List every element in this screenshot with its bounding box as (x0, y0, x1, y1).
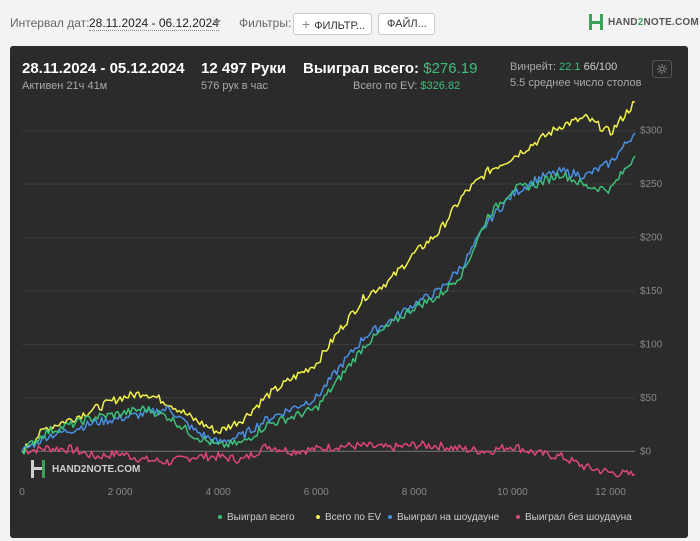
y-tick-label: $0 (640, 446, 652, 457)
hands-per-hour: 576 рук в час (201, 80, 269, 92)
file-button-label: ФАЙЛ... (387, 18, 427, 30)
x-axis: 0 2 000 4 000 6 000 8 000 10 000 12 000 (19, 487, 626, 498)
y-tick-label: $100 (640, 339, 663, 350)
hand2note-logo-icon (589, 14, 603, 30)
y-tick-label: $150 (640, 286, 663, 297)
x-tick-label: 8 000 (402, 487, 427, 498)
profit-chart: $0 $50 $100 $150 $200 $250 $300 0 2 000 4 000 6 0… (19, 100, 663, 523)
chart-watermark: HAND2NOTE.COM (31, 460, 140, 478)
legend-marker-ev (316, 515, 320, 519)
series-line-won (21, 155, 636, 455)
file-button[interactable]: ФАЙЛ... (378, 13, 435, 35)
watermark-icon-left (31, 460, 34, 478)
toolbar: Интервал дат: 28.11.2024 - 06.12.2024 Фи… (0, 0, 700, 46)
date-range-picker[interactable]: 28.11.2024 - 06.12.2024 (89, 16, 219, 31)
chevron-down-icon[interactable] (213, 20, 221, 25)
legend-label-ev[interactable]: Всего по EV (325, 512, 381, 523)
y-tick-label: $50 (640, 393, 657, 404)
x-tick-label: 6 000 (304, 487, 329, 498)
y-tick-label: $250 (640, 179, 663, 190)
plus-icon: + (302, 16, 311, 32)
legend-marker-no-showdown (516, 515, 520, 519)
x-tick-label: 12 000 (595, 487, 626, 498)
x-tick-label: 0 (19, 487, 25, 498)
hands-count: 12 497 Руки (201, 60, 287, 77)
legend-label-showdown[interactable]: Выиграл на шоудауне (397, 512, 500, 523)
avg-tables: 5.5 среднее число столов (510, 77, 642, 89)
y-tick-label: $200 (640, 233, 663, 244)
interval-label: Интервал дат: (10, 16, 90, 30)
chart-grid (22, 130, 635, 452)
legend-label-no-showdown[interactable]: Выиграл без шоудауна (525, 511, 632, 523)
x-tick-label: 10 000 (497, 487, 528, 498)
x-tick-label: 2 000 (108, 487, 133, 498)
ev-total: Всего по EV: $326.82 (353, 80, 460, 92)
won-total-label: Выиграл всего: (303, 60, 420, 77)
hand2note-logo: HAND2NOTE.COM (588, 13, 699, 31)
add-filter-label: ФИЛЬТР... (314, 20, 365, 32)
ev-total-value: $326.82 (420, 80, 461, 92)
series-line-no-showdown (21, 440, 636, 478)
watermark-icon-right (42, 460, 45, 478)
watermark-text: HAND2NOTE.COM (52, 464, 140, 475)
won-total-value: $276.19 (423, 60, 478, 77)
chart-series (21, 100, 636, 478)
winrate: Винрейт: 22.1 66/100 (510, 61, 617, 73)
x-tick-label: 4 000 (206, 487, 231, 498)
gear-icon (657, 64, 667, 74)
y-tick-label: $300 (640, 126, 663, 137)
legend-marker-won (218, 515, 222, 519)
winrate-value: 22.1 (559, 61, 581, 73)
watermark-icon-bar (34, 467, 42, 470)
add-filter-button[interactable]: + ФИЛЬТР... (293, 13, 372, 35)
settings-button[interactable] (652, 60, 672, 78)
won-total: Выиграл всего: $276.19 (303, 60, 477, 77)
winrate-label: Винрейт: (510, 61, 557, 73)
period-text: 28.11.2024 - 05.12.2024 (22, 60, 185, 77)
active-time: Активен 21ч 41м (22, 80, 108, 92)
hand2note-logo-text: HAND2NOTE.COM (608, 16, 699, 28)
chart-legend: Выиграл всего Всего по EV Выиграл на шоуда… (218, 511, 632, 523)
ev-total-label: Всего по EV: (353, 80, 418, 92)
graph-panel: 28.11.2024 - 05.12.2024 Активен 21ч 41м … (10, 46, 688, 538)
winrate-unit: 66/100 (583, 61, 618, 73)
legend-label-won[interactable]: Выиграл всего (227, 512, 295, 523)
filters-label: Фильтры: (239, 16, 292, 30)
y-axis: $0 $50 $100 $150 $200 $250 $300 (640, 126, 663, 458)
legend-marker-showdown (388, 515, 392, 519)
series-line-showdown (21, 132, 636, 452)
series-line-ev (21, 100, 636, 454)
